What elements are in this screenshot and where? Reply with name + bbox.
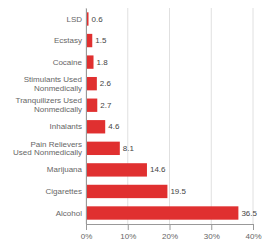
tick-label: 40% bbox=[245, 232, 261, 241]
tick-label: Tranquilizers UsedNonmedically bbox=[16, 96, 82, 114]
tick-mark bbox=[211, 224, 212, 230]
tick-label: Alcohol bbox=[56, 209, 82, 218]
tick: Alcohol bbox=[56, 209, 86, 218]
data-label: 1.8 bbox=[97, 58, 109, 67]
tick: 40% bbox=[245, 224, 261, 241]
grid bbox=[86, 8, 253, 224]
tick-label: Marijuana bbox=[47, 165, 83, 174]
data-label: 0.6 bbox=[92, 15, 104, 24]
tick-mark bbox=[128, 224, 129, 230]
tick: Marijuana bbox=[47, 165, 86, 174]
y-axis: Alcohol Cigarettes Marijuana Pain Relievers… bbox=[13, 9, 86, 225]
tick: 0% bbox=[81, 224, 93, 241]
bar bbox=[86, 206, 238, 219]
data-label: 36.5 bbox=[241, 209, 257, 218]
tick: 20% bbox=[162, 224, 178, 241]
tick: Stimulants UsedNonmedically bbox=[24, 75, 86, 93]
tick: Cocaine bbox=[53, 58, 86, 67]
bar bbox=[86, 120, 105, 133]
tick: Pain RelieversUsed Nonmedically bbox=[13, 139, 86, 157]
tick-label: 20% bbox=[162, 232, 178, 241]
tick-label: Pain RelieversUsed Nonmedically bbox=[13, 139, 82, 157]
tick-label: Cigarettes bbox=[46, 187, 82, 196]
data-label: 14.6 bbox=[150, 165, 166, 174]
bar bbox=[86, 55, 94, 68]
data-label: 8.1 bbox=[123, 144, 135, 153]
tick-label: 30% bbox=[204, 232, 220, 241]
data-label: 19.5 bbox=[170, 187, 186, 196]
tick: 30% bbox=[204, 224, 220, 241]
tick-label: Ecstasy bbox=[54, 36, 82, 45]
tick-label: Cocaine bbox=[53, 58, 83, 67]
bar bbox=[86, 185, 167, 198]
tick-mark bbox=[86, 224, 87, 230]
chart: 0% 10% 20% 30% 40% Alcohol Cigarettes Marijuana… bbox=[0, 0, 275, 244]
tick-label: 10% bbox=[120, 232, 136, 241]
tick-mark bbox=[170, 224, 171, 230]
bars bbox=[86, 12, 238, 219]
axis-line bbox=[86, 9, 87, 225]
data-labels: 36.5 19.5 14.6 8.1 4.6 2.7 2.6 1.8 1.5 0.6 bbox=[92, 15, 258, 218]
tick: Cigarettes bbox=[46, 187, 86, 196]
tick: 10% bbox=[120, 224, 136, 241]
tick-mark bbox=[253, 224, 254, 230]
data-label: 4.6 bbox=[108, 122, 120, 131]
tick-label: LSD bbox=[66, 15, 82, 24]
tick-label: Stimulants UsedNonmedically bbox=[24, 75, 82, 93]
tick: Ecstasy bbox=[54, 36, 86, 45]
grid-line bbox=[253, 8, 254, 224]
bar bbox=[86, 77, 97, 90]
data-label: 1.5 bbox=[95, 36, 107, 45]
x-axis: 0% 10% 20% 30% 40% bbox=[81, 224, 262, 241]
grid-line bbox=[211, 8, 212, 224]
tick-label: 0% bbox=[81, 232, 93, 241]
tick: LSD bbox=[66, 15, 86, 24]
tick: Tranquilizers UsedNonmedically bbox=[16, 96, 86, 114]
bar bbox=[86, 163, 147, 176]
data-label: 2.6 bbox=[100, 79, 112, 88]
bar bbox=[86, 99, 97, 112]
bar bbox=[86, 142, 120, 155]
tick-label: Inhalants bbox=[50, 122, 82, 131]
grid-line bbox=[86, 8, 87, 224]
plot: 0% 10% 20% 30% 40% Alcohol Cigarettes Marijuana… bbox=[13, 8, 261, 241]
tick: Inhalants bbox=[50, 122, 86, 131]
data-label: 2.7 bbox=[100, 101, 112, 110]
